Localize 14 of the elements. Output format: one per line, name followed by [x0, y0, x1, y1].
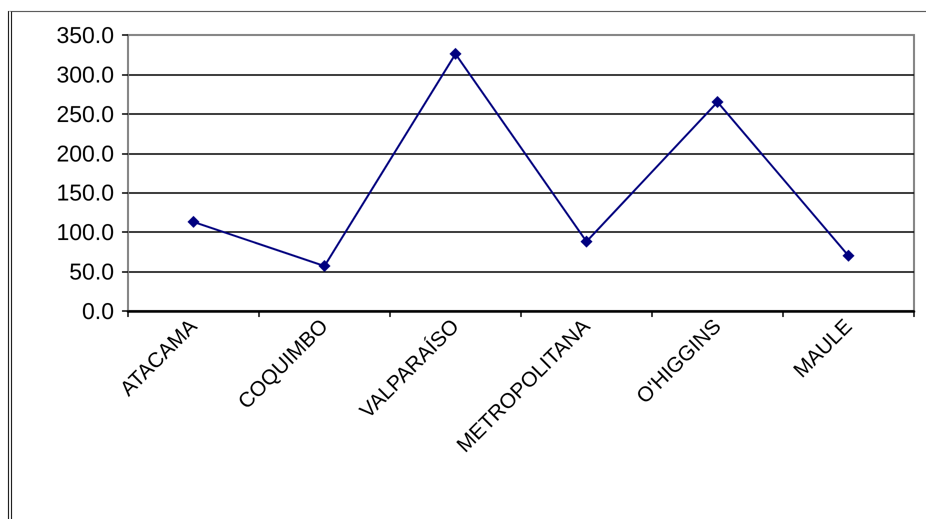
point — [842, 250, 854, 262]
y-tick-label: 50.0 — [69, 258, 114, 285]
y-tick-label: 300.0 — [56, 61, 114, 88]
point — [712, 96, 724, 108]
y-tick-label: 350.0 — [56, 22, 114, 48]
point — [188, 216, 200, 228]
point — [580, 236, 592, 248]
y-tick-label: 100.0 — [56, 219, 114, 246]
y-tick-label: 0.0 — [82, 298, 114, 324]
y-tick-label: 250.0 — [56, 100, 114, 127]
point — [318, 260, 330, 272]
y-tick-label: 150.0 — [56, 180, 114, 206]
point — [450, 48, 462, 60]
y-tick-label: 200.0 — [56, 140, 114, 166]
